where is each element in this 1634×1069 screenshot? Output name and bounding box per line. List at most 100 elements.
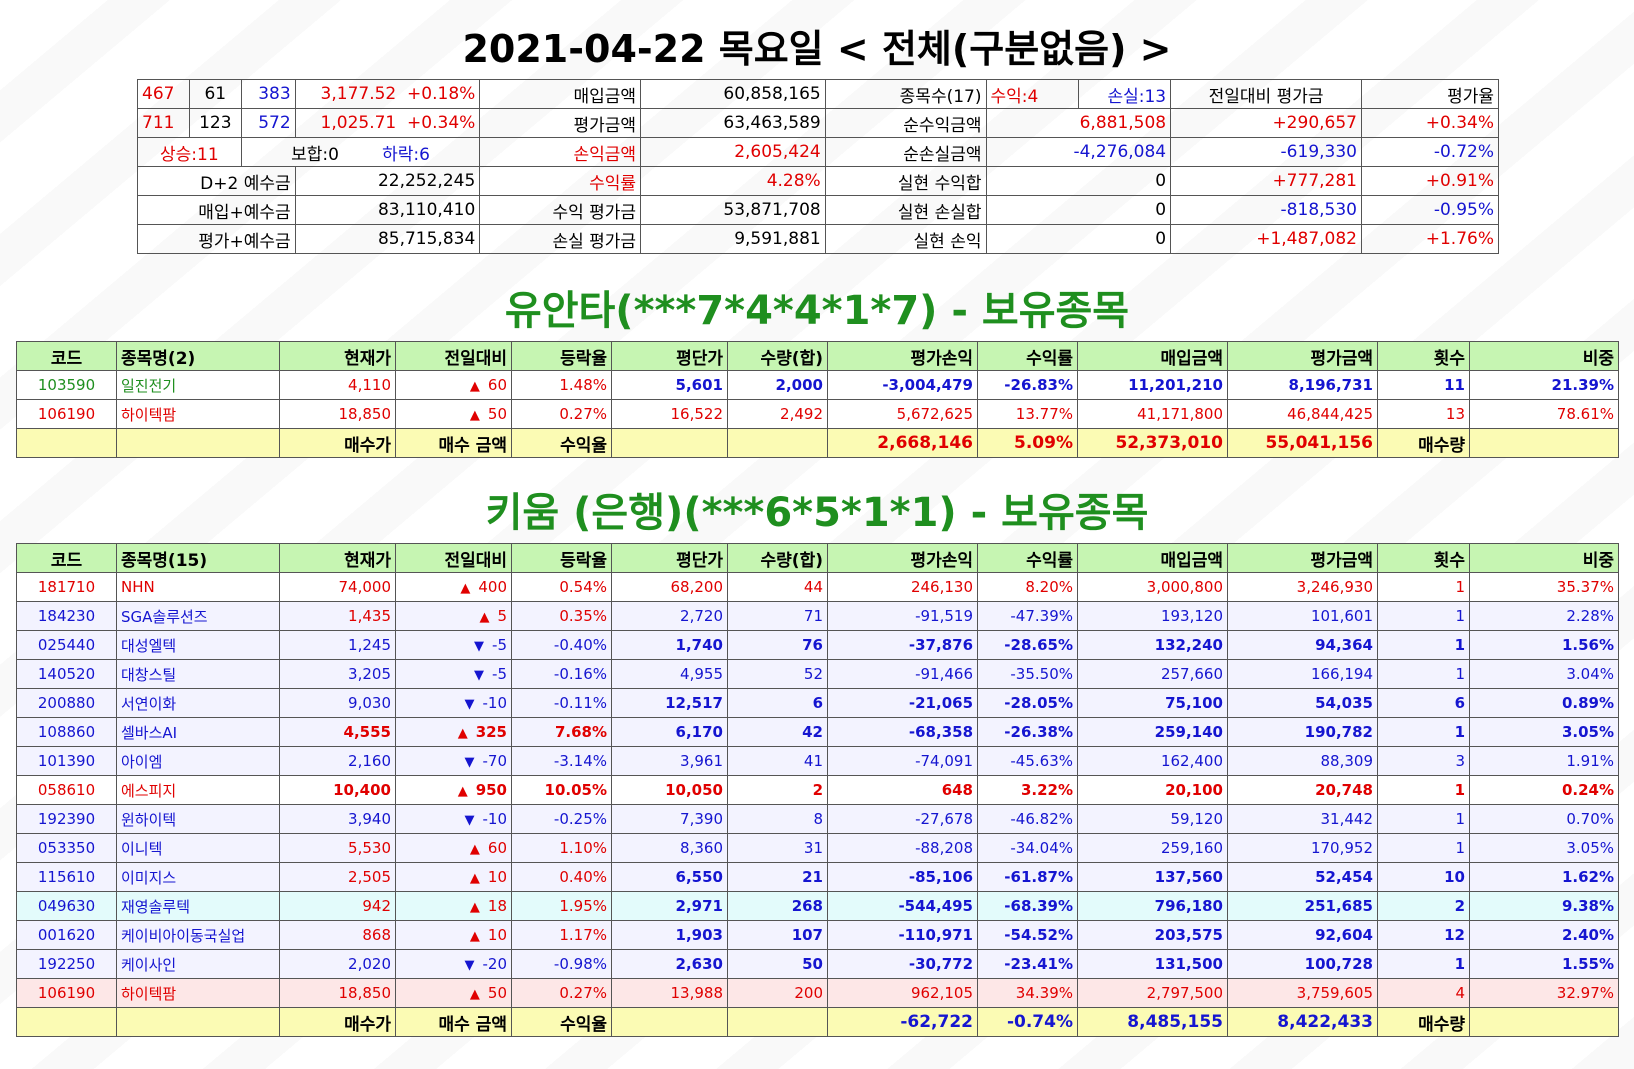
cell-eval-amount: 3,759,605 [1227, 978, 1378, 1008]
col-avg-price[interactable]: 평단가 [611, 543, 728, 573]
col-price[interactable]: 현재가 [279, 543, 396, 573]
table-row[interactable]: 058610에스피지10,40095010.05%10,05026483.22%… [16, 775, 1619, 805]
cell-rate: -0.16% [511, 659, 612, 689]
page-title: 2021-04-22 목요일 < 전체(구분없음) > [462, 27, 1172, 71]
table-row[interactable]: 140520대창스틸3,205-5-0.16%4,95552-91,466-35… [16, 659, 1619, 689]
total-eval: 55,041,156 [1227, 428, 1378, 458]
cell-code: 058610 [16, 775, 117, 805]
cell-buy-amount: 193,120 [1077, 601, 1228, 631]
cell-qty: 76 [727, 630, 828, 660]
cell-qty: 200 [727, 978, 828, 1008]
cell-eval-amount: 92,604 [1227, 920, 1378, 950]
cell-avg-price: 5,601 [611, 370, 728, 400]
table-row[interactable]: 001620케이비아이동국실업868101.17%1,903107-110,97… [16, 920, 1619, 950]
cell-avg-price: 16,522 [611, 399, 728, 429]
cell-code: 106190 [16, 399, 117, 429]
col-buy-amount[interactable]: 매입금액 [1077, 543, 1228, 573]
cell-qty: 2 [727, 775, 828, 805]
table-row[interactable]: 049630재영솔루텍942181.95%2,971268-544,495-68… [16, 891, 1619, 921]
cell-name: 하이텍팜 [116, 399, 280, 429]
col-eval-pl[interactable]: 평가손익 [827, 341, 978, 371]
cell-avg-price: 10,050 [611, 775, 728, 805]
table-row[interactable]: 184230SGA솔루션즈1,43550.35%2,72071-91,519-4… [16, 601, 1619, 631]
kosdaq-index: 1,025.71 +0.34% [294, 108, 481, 138]
cell-price: 868 [279, 920, 396, 950]
col-qty[interactable]: 수량(합) [727, 341, 828, 371]
cell-name: SGA솔루션즈 [116, 601, 280, 631]
table-row[interactable]: 053350이니텍5,530601.10%8,36031-88,208-34.0… [16, 833, 1619, 863]
cell-eval-pl: -68,358 [827, 717, 978, 747]
table-row[interactable]: 025440대성엘텍1,245-5-0.40%1,74076-37,876-28… [16, 630, 1619, 660]
total-yield-label: 수익율 [511, 428, 612, 458]
summary-row-6: 평가+예수금 85,715,834 손실 평가금 9,591,881 실현 손익… [137, 224, 1500, 254]
cell-eval-amount: 100,728 [1227, 949, 1378, 979]
cell-avg-price: 8,360 [611, 833, 728, 863]
cell-buy-amount: 259,160 [1077, 833, 1228, 863]
eval-rate-3: +0.91% [1360, 166, 1500, 196]
cell-rate: -0.11% [511, 688, 612, 718]
cell-count: 10 [1377, 862, 1470, 892]
col-qty[interactable]: 수량(합) [727, 543, 828, 573]
pl-amount-label: 손익금액 [479, 137, 642, 167]
stock-count-label: 종목수(17) [824, 79, 987, 109]
col-weight[interactable]: 비중 [1469, 341, 1619, 371]
kospi-flat-count: 61 [188, 79, 242, 109]
cell-buy-amount: 796,180 [1077, 891, 1228, 921]
col-eval-pl[interactable]: 평가손익 [827, 543, 978, 573]
table-row[interactable]: 103590일진전기4,110601.48%5,6012,000-3,004,4… [16, 370, 1619, 400]
loss-eval-label: 손실 평가금 [479, 224, 642, 254]
buy-amount-value: 60,858,165 [640, 79, 826, 109]
cell-yield: -54.52% [977, 920, 1078, 950]
col-rate[interactable]: 등락율 [511, 341, 612, 371]
table-row[interactable]: 192250케이사인2,020-20-0.98%2,63050-30,772-2… [16, 949, 1619, 979]
buy-plus-deposit-label: 매입+예수금 [137, 195, 296, 225]
cell-count: 12 [1377, 920, 1470, 950]
cell-name: 재영솔루텍 [116, 891, 280, 921]
cell-buy-amount: 11,201,210 [1077, 370, 1228, 400]
summary-row-1: 467 61 383 3,177.52 +0.18% 매입금액 60,858,1… [137, 79, 1500, 109]
cell-change: 50 [395, 399, 512, 429]
cell-eval-pl: -74,091 [827, 746, 978, 776]
kiwoom-section-title: 키움 (은행)(***6*5*1*1) - 보유종목 [485, 490, 1149, 536]
prev-day-eval-label: 전일대비 평가금 [1170, 79, 1362, 109]
col-count[interactable]: 횟수 [1377, 341, 1470, 371]
col-name[interactable]: 종목명(15) [116, 543, 280, 573]
cell-weight: 1.55% [1469, 949, 1619, 979]
table-row[interactable]: 108860셀바스AI4,5553257.68%6,17042-68,358-2… [16, 717, 1619, 747]
table-row[interactable]: 106190하이텍팜18,850500.27%16,5222,4925,672,… [16, 399, 1619, 429]
col-avg-price[interactable]: 평단가 [611, 341, 728, 371]
col-buy-amount[interactable]: 매입금액 [1077, 341, 1228, 371]
table-row[interactable]: 106190하이텍팜18,850500.27%13,988200962,1053… [16, 978, 1619, 1008]
cell-count: 1 [1377, 804, 1470, 834]
cell-eval-amount: 54,035 [1227, 688, 1378, 718]
loss-eval-value: 9,591,881 [640, 224, 826, 254]
col-rate[interactable]: 등락율 [511, 543, 612, 573]
col-code[interactable]: 코드 [16, 543, 117, 573]
table-row[interactable]: 115610이미지스2,505100.40%6,55021-85,106-61.… [16, 862, 1619, 892]
cell-buy-amount: 137,560 [1077, 862, 1228, 892]
cell-weight: 21.39% [1469, 370, 1619, 400]
cell-rate: 1.95% [511, 891, 612, 921]
col-price[interactable]: 현재가 [279, 341, 396, 371]
col-eval-amount[interactable]: 평가금액 [1227, 341, 1378, 371]
col-weight[interactable]: 비중 [1469, 543, 1619, 573]
cell-weight: 1.62% [1469, 862, 1619, 892]
cell-buy-amount: 3,000,800 [1077, 572, 1228, 602]
cell-eval-amount: 166,194 [1227, 659, 1378, 689]
table-row[interactable]: 101390아이엠2,160-70-3.14%3,96141-74,091-45… [16, 746, 1619, 776]
realized-loss-label: 실현 손실합 [824, 195, 987, 225]
col-name[interactable]: 종목명(2) [116, 341, 280, 371]
col-yield[interactable]: 수익률 [977, 341, 1078, 371]
table-row[interactable]: 200880서연이화9,030-10-0.11%12,5176-21,065-2… [16, 688, 1619, 718]
col-code[interactable]: 코드 [16, 341, 117, 371]
kiwoom-holdings-table: 코드 종목명(15) 현재가 전일대비 등락율 평단가 수량(합) 평가손익 수… [16, 543, 1619, 1037]
table-row[interactable]: 192390윈하이텍3,940-10-0.25%7,3908-27,678-46… [16, 804, 1619, 834]
col-change[interactable]: 전일대비 [395, 543, 512, 573]
kospi-index: 3,177.52 +0.18% [294, 79, 481, 109]
col-eval-amount[interactable]: 평가금액 [1227, 543, 1378, 573]
cell-qty: 21 [727, 862, 828, 892]
col-change[interactable]: 전일대비 [395, 341, 512, 371]
table-row[interactable]: 181710NHN74,0004000.54%68,20044246,1308.… [16, 572, 1619, 602]
col-count[interactable]: 횟수 [1377, 543, 1470, 573]
col-yield[interactable]: 수익률 [977, 543, 1078, 573]
